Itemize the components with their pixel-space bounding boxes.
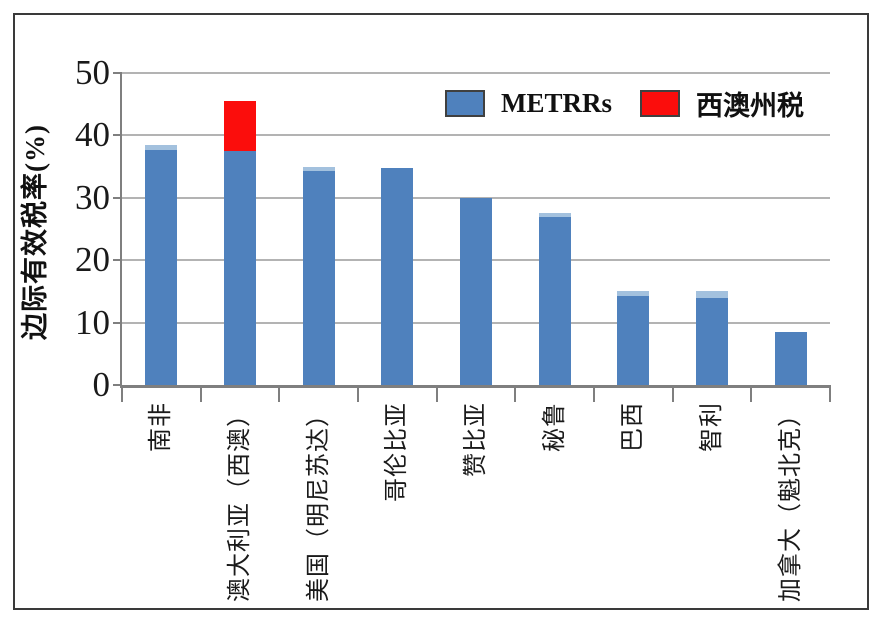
chart-frame bbox=[13, 13, 869, 610]
bar-metrrs bbox=[696, 291, 728, 385]
x-tick-label-text: 南非 bbox=[148, 402, 175, 452]
y-tick-label: 30 bbox=[75, 177, 110, 217]
bar-metrrs bbox=[617, 291, 650, 385]
x-axis-line bbox=[120, 385, 831, 388]
bar-top-highlight bbox=[696, 291, 728, 299]
bar-metrrs bbox=[460, 197, 492, 385]
bar-top-highlight bbox=[302, 166, 335, 171]
legend-label-metrrs: METRRs bbox=[501, 88, 613, 118]
bar-top-highlight bbox=[617, 291, 650, 297]
y-tick-label: 50 bbox=[75, 53, 110, 92]
x-tick-label-text: 巴西 bbox=[620, 402, 647, 452]
x-tick-mark bbox=[514, 385, 517, 402]
x-tick-mark bbox=[829, 385, 831, 402]
x-tick-mark bbox=[750, 385, 753, 402]
y-tick-mark bbox=[113, 196, 122, 199]
x-tick-label-text: 智利 bbox=[699, 402, 725, 452]
bar-metrrs bbox=[538, 213, 571, 385]
x-tick-label-text: 美国（明尼苏达） bbox=[305, 402, 332, 602]
x-tick-mark bbox=[357, 385, 359, 402]
legend-swatch-metrrs bbox=[445, 90, 485, 117]
x-tick-label: 秘鲁 bbox=[542, 402, 592, 452]
x-tick-mark bbox=[121, 385, 123, 402]
x-tick-label: 加拿大（魁北克） bbox=[778, 402, 882, 602]
x-tick-label: 赞比亚 bbox=[463, 402, 538, 477]
x-tick-label-text: 澳大利亚（西澳） bbox=[227, 402, 253, 602]
x-tick-mark bbox=[199, 385, 202, 402]
x-tick-label-text: 哥伦比亚 bbox=[384, 402, 411, 502]
x-tick-label: 智利 bbox=[699, 402, 749, 452]
bar-metrrs bbox=[302, 166, 335, 385]
gridline bbox=[122, 72, 830, 74]
y-axis-line bbox=[120, 73, 122, 386]
y-tick-mark bbox=[113, 384, 122, 386]
x-tick-label-text: 赞比亚 bbox=[463, 402, 489, 477]
y-tick-mark bbox=[113, 259, 122, 262]
legend-label-wa-tax: 西澳州税 bbox=[696, 91, 805, 121]
x-tick-label-text: 秘鲁 bbox=[541, 402, 568, 452]
y-tick-mark bbox=[113, 72, 122, 74]
bar-top-highlight bbox=[145, 144, 178, 150]
chart-legend: METRRs 西澳州税 bbox=[445, 84, 832, 123]
x-tick-mark bbox=[593, 385, 595, 402]
x-tick-mark bbox=[435, 385, 438, 402]
gridline bbox=[122, 134, 830, 137]
legend-swatch-wa-tax bbox=[640, 90, 681, 117]
x-tick-mark bbox=[671, 385, 674, 402]
y-tick-label: 0 bbox=[92, 365, 111, 404]
y-tick-label: 20 bbox=[75, 240, 110, 280]
bar-wa-tax bbox=[224, 101, 256, 151]
bar-metrrs bbox=[145, 144, 178, 385]
x-tick-mark bbox=[278, 385, 281, 402]
x-tick-label-text: 加拿大（魁北克） bbox=[777, 402, 804, 602]
y-tick-label: 10 bbox=[75, 302, 110, 342]
bar-top-highlight bbox=[538, 213, 571, 217]
bar-metrrs bbox=[774, 331, 807, 385]
x-tick-label: 巴西 bbox=[620, 402, 670, 452]
x-tick-label: 南非 bbox=[148, 402, 198, 452]
y-tick-label: 40 bbox=[75, 115, 110, 155]
y-tick-mark bbox=[113, 134, 122, 137]
bar-metrrs bbox=[224, 151, 256, 385]
y-tick-mark bbox=[113, 321, 122, 324]
bar-metrrs bbox=[381, 168, 414, 385]
